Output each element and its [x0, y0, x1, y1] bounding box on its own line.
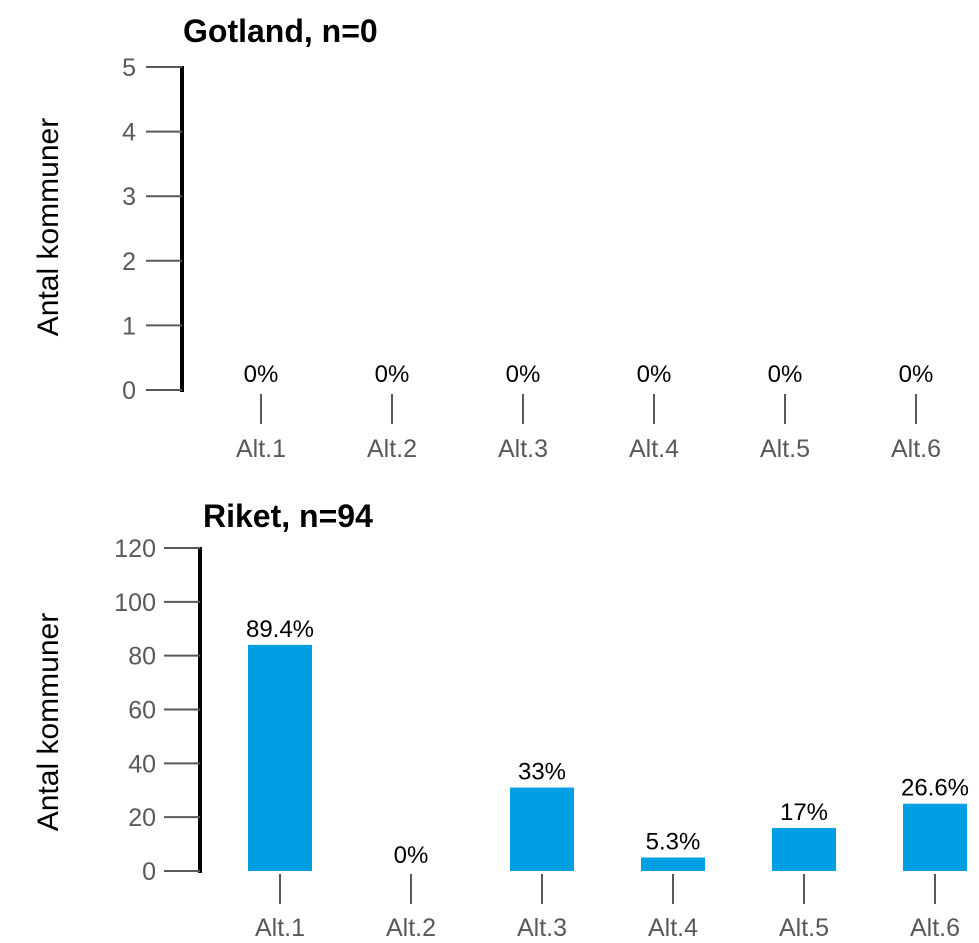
- y-axis-label: Antal kommuner: [32, 613, 65, 831]
- y-tick-label: 5: [122, 54, 136, 82]
- y-tick-label: 3: [122, 183, 136, 211]
- y-tick-label: 80: [128, 643, 156, 671]
- bar: [772, 827, 836, 871]
- x-tick-label: Alt.4: [629, 435, 679, 463]
- data-label: 89.4%: [246, 616, 314, 643]
- bar: [641, 857, 705, 871]
- bar: [510, 787, 574, 871]
- data-label: 5.3%: [646, 829, 701, 856]
- y-axis-label: Antal kommuner: [32, 118, 65, 336]
- y-tick-label: 20: [128, 804, 156, 832]
- chart-panel-gotland: Gotland, n=0 Antal kommuner 0 1 2 3 4 5 Alt.1 0…: [32, 13, 941, 463]
- data-label: 0%: [394, 842, 429, 869]
- y-tick-label: 120: [114, 535, 156, 563]
- x-tick-label: Alt.3: [498, 435, 548, 463]
- data-label: 0%: [244, 361, 279, 388]
- chart-title: Gotland, n=0: [183, 13, 378, 49]
- data-label: 0%: [899, 361, 934, 388]
- y-tick-label: 100: [114, 589, 156, 617]
- x-tick-label: Alt.2: [386, 914, 436, 942]
- x-tick-label: Alt.5: [760, 435, 810, 463]
- y-tick-label: 40: [128, 750, 156, 778]
- data-label: 0%: [637, 361, 672, 388]
- bar: [903, 803, 967, 871]
- y-tick-label: 60: [128, 697, 156, 725]
- y-tick-label: 4: [122, 119, 136, 147]
- x-tick-label: Alt.6: [910, 914, 960, 942]
- x-tick-label: Alt.3: [517, 914, 567, 942]
- y-tick-label: 1: [122, 312, 136, 340]
- x-tick-label: Alt.2: [367, 435, 417, 463]
- y-tick-label: 0: [122, 377, 136, 405]
- data-label: 0%: [375, 361, 410, 388]
- x-tick-label: Alt.1: [255, 914, 305, 942]
- chart-title: Riket, n=94: [203, 498, 373, 534]
- x-tick-label: Alt.4: [648, 914, 698, 942]
- data-label: 33%: [518, 759, 566, 786]
- x-tick-label: Alt.6: [891, 435, 941, 463]
- x-tick-label: Alt.1: [236, 435, 286, 463]
- data-label: 0%: [506, 361, 541, 388]
- chart-panel-riket: Riket, n=94 Antal kommuner 0 20 40 60 80 100 1…: [32, 498, 969, 942]
- y-tick-label: 2: [122, 248, 136, 276]
- bar: [248, 644, 312, 871]
- x-tick-label: Alt.5: [779, 914, 829, 942]
- data-label: 0%: [768, 361, 803, 388]
- y-tick-label: 0: [142, 858, 156, 886]
- data-label: 17%: [780, 799, 828, 826]
- data-label: 26.6%: [901, 775, 969, 802]
